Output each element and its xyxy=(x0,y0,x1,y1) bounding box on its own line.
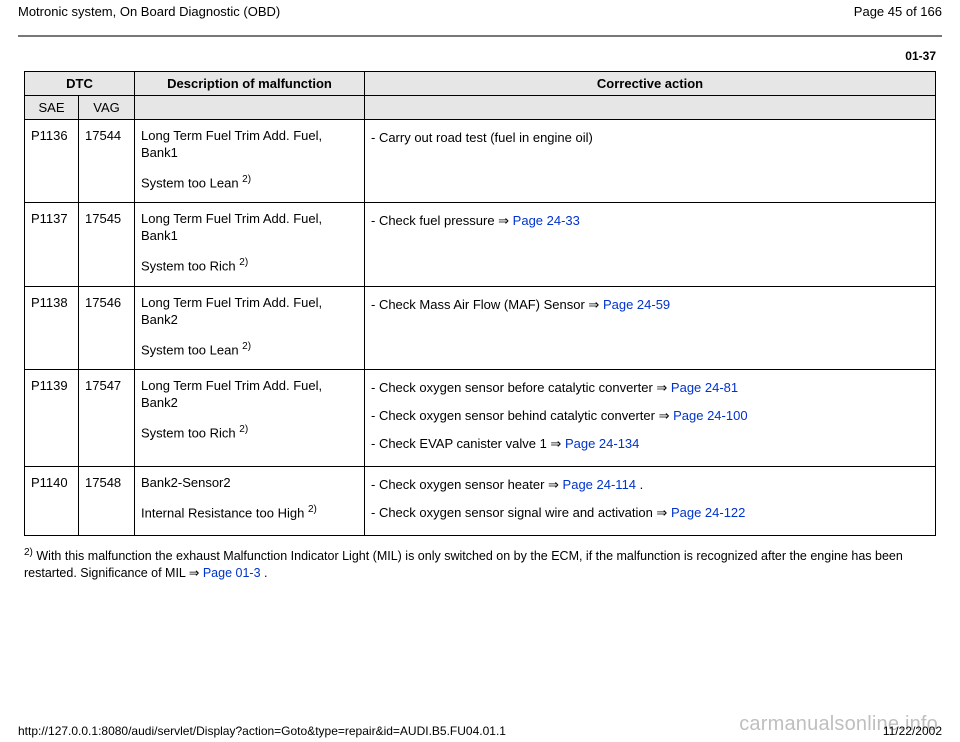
cell-corrective: - Check Mass Air Flow (MAF) Sensor ⇒ Pag… xyxy=(365,286,936,369)
cell-vag: 17548 xyxy=(79,466,135,535)
cell-corrective: - Check oxygen sensor before catalytic c… xyxy=(365,369,936,466)
table-row: P113617544Long Term Fuel Trim Add. Fuel,… xyxy=(25,120,936,203)
corrective-item: - Check oxygen sensor signal wire and ac… xyxy=(371,505,929,521)
desc-line1: Bank2-Sensor2 xyxy=(141,475,358,490)
page-link[interactable]: Page 24-33 xyxy=(513,213,580,228)
section-number: 01-37 xyxy=(0,49,936,63)
cell-sae: P1139 xyxy=(25,369,79,466)
th-desc-empty xyxy=(135,96,365,120)
th-corr-empty xyxy=(365,96,936,120)
desc-line3: System too Rich 2) xyxy=(141,424,358,440)
cell-corrective: - Check fuel pressure ⇒ Page 24-33 xyxy=(365,203,936,286)
cell-vag: 17545 xyxy=(79,203,135,286)
footnote-suffix: . xyxy=(261,566,268,580)
corrective-item: - Check Mass Air Flow (MAF) Sensor ⇒ Pag… xyxy=(371,297,929,313)
th-description: Description of malfunction xyxy=(135,72,365,96)
desc-line3: System too Lean 2) xyxy=(141,174,358,190)
footer-date: 11/22/2002 xyxy=(883,724,942,738)
desc-line3: System too Lean 2) xyxy=(141,341,358,357)
th-vag: VAG xyxy=(79,96,135,120)
corrective-item: - Check oxygen sensor behind catalytic c… xyxy=(371,408,929,424)
table-row: P114017548 Bank2-Sensor2 Internal Resistan… xyxy=(25,466,936,535)
cell-sae: P1137 xyxy=(25,203,79,286)
page-header: Motronic system, On Board Diagnostic (OB… xyxy=(0,0,960,21)
desc-line2: Bank2 xyxy=(141,395,358,410)
desc-line2: Bank1 xyxy=(141,228,358,243)
desc-line2: Bank1 xyxy=(141,145,358,160)
cell-description: Long Term Fuel Trim Add. Fuel, Bank1 Syste… xyxy=(135,203,365,286)
cell-sae: P1138 xyxy=(25,286,79,369)
corrective-item: - Check oxygen sensor heater ⇒ Page 24-1… xyxy=(371,477,929,493)
cell-sae: P1140 xyxy=(25,466,79,535)
corrective-item: - Check EVAP canister valve 1 ⇒ Page 24-… xyxy=(371,436,929,452)
dtc-table: DTC Description of malfunction Correctiv… xyxy=(24,71,936,536)
footnote: 2) With this malfunction the exhaust Mal… xyxy=(24,546,936,582)
cell-description: Long Term Fuel Trim Add. Fuel, Bank2 Syste… xyxy=(135,369,365,466)
desc-line1: Long Term Fuel Trim Add. Fuel, xyxy=(141,211,358,226)
page-indicator: Page 45 of 166 xyxy=(854,4,942,19)
desc-line3: Internal Resistance too High 2) xyxy=(141,504,358,520)
desc-line3: System too Rich 2) xyxy=(141,257,358,273)
cell-corrective: - Carry out road test (fuel in engine oi… xyxy=(365,120,936,203)
table-row: P113917547Long Term Fuel Trim Add. Fuel,… xyxy=(25,369,936,466)
header-title: Motronic system, On Board Diagnostic (OB… xyxy=(18,4,280,19)
th-dtc: DTC xyxy=(25,72,135,96)
cell-sae: P1136 xyxy=(25,120,79,203)
table-row: P113817546Long Term Fuel Trim Add. Fuel,… xyxy=(25,286,936,369)
table-row: P113717545Long Term Fuel Trim Add. Fuel,… xyxy=(25,203,936,286)
corrective-item: - Check oxygen sensor before catalytic c… xyxy=(371,380,929,396)
page-footer: http://127.0.0.1:8080/audi/servlet/Displ… xyxy=(18,724,942,738)
page-link[interactable]: Page 24-134 xyxy=(565,436,639,451)
footer-url: http://127.0.0.1:8080/audi/servlet/Displ… xyxy=(18,724,506,738)
corrective-item: - Check fuel pressure ⇒ Page 24-33 xyxy=(371,213,929,229)
content-area: DTC Description of malfunction Correctiv… xyxy=(24,71,936,536)
cell-vag: 17546 xyxy=(79,286,135,369)
cell-corrective: - Check oxygen sensor heater ⇒ Page 24-1… xyxy=(365,466,936,535)
page-link[interactable]: Page 24-114 xyxy=(563,477,637,492)
cell-description: Long Term Fuel Trim Add. Fuel, Bank1 Syste… xyxy=(135,120,365,203)
cell-description: Long Term Fuel Trim Add. Fuel, Bank2 Syste… xyxy=(135,286,365,369)
desc-line1: Long Term Fuel Trim Add. Fuel, xyxy=(141,295,358,310)
th-sae: SAE xyxy=(25,96,79,120)
th-corrective: Corrective action xyxy=(365,72,936,96)
page-link[interactable]: Page 24-100 xyxy=(673,408,747,423)
cell-vag: 17544 xyxy=(79,120,135,203)
desc-line2: Bank2 xyxy=(141,312,358,327)
page-link[interactable]: Page 24-59 xyxy=(603,297,670,312)
cell-vag: 17547 xyxy=(79,369,135,466)
footnote-link[interactable]: Page 01-3 xyxy=(203,566,261,580)
corrective-item: - Carry out road test (fuel in engine oi… xyxy=(371,130,929,145)
cell-description: Bank2-Sensor2 Internal Resistance too Hig… xyxy=(135,466,365,535)
page-link[interactable]: Page 24-81 xyxy=(671,380,738,395)
header-rule xyxy=(18,35,942,37)
footnote-text: With this malfunction the exhaust Malfun… xyxy=(24,549,903,580)
footnote-sup: 2) xyxy=(24,547,33,558)
desc-line1: Long Term Fuel Trim Add. Fuel, xyxy=(141,128,358,143)
page-link[interactable]: Page 24-122 xyxy=(671,505,745,520)
desc-line1: Long Term Fuel Trim Add. Fuel, xyxy=(141,378,358,393)
